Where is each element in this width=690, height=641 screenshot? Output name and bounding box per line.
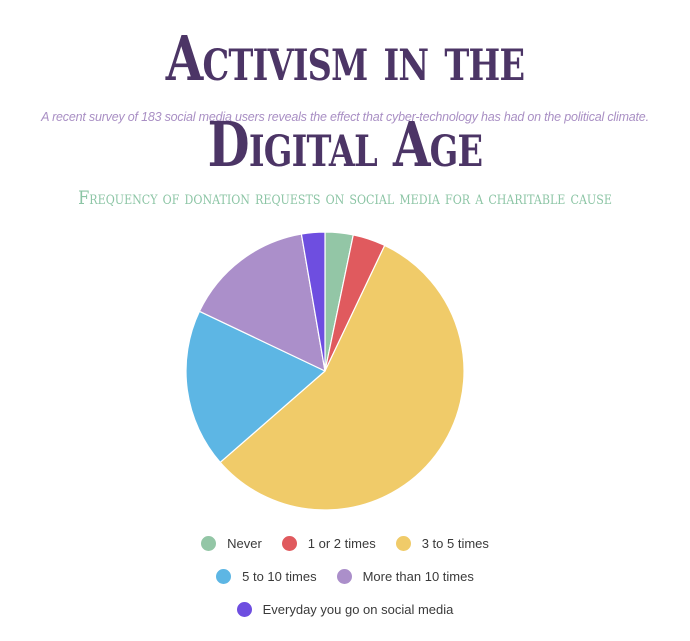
- legend-swatch: [236, 602, 252, 617]
- legend-swatch: [395, 536, 411, 551]
- legend-item-never: Never: [201, 536, 262, 551]
- pie-slice-5-to-10-times: [185, 310, 326, 463]
- legend-row: Never 1 or 2 times 3 to 5 times: [0, 536, 690, 551]
- legend-item-5-to-10-times: 5 to 10 times: [216, 569, 317, 584]
- legend-swatch: [201, 536, 217, 551]
- legend-swatch: [336, 569, 352, 584]
- page-subtitle: A recent survey of 183 social media user…: [41, 110, 649, 124]
- page-title: Activism in the Digital Age: [165, 22, 525, 181]
- pie-slice-more-than-10-times: [198, 233, 326, 372]
- legend-item-3-to-5-times: 3 to 5 times: [395, 536, 489, 551]
- chart-title: Frequency of donation requests on social…: [78, 187, 612, 209]
- legend-label: More than 10 times: [362, 569, 474, 584]
- pie-slice-everyday-you-go-on-social-media: [300, 231, 326, 372]
- pie-slice-3-to-5-times: [219, 244, 465, 511]
- legend-row: 5 to 10 times More than 10 times: [0, 569, 690, 584]
- legend-label: Everyday you go on social media: [262, 602, 454, 617]
- legend-swatch: [216, 569, 232, 584]
- legend-label: Never: [227, 536, 262, 551]
- legend-item-more-than-10-times: More than 10 times: [336, 569, 474, 584]
- legend-item-everyday-you-go-on-social-media: Everyday you go on social media: [236, 602, 454, 617]
- legend-item-1-or-2-times: 1 or 2 times: [281, 536, 376, 551]
- legend-row: Everyday you go on social media: [0, 602, 690, 617]
- legend-swatch: [281, 536, 297, 551]
- legend-label: 3 to 5 times: [421, 536, 489, 551]
- legend-label: 1 or 2 times: [307, 536, 376, 551]
- legend-label: 5 to 10 times: [242, 569, 317, 584]
